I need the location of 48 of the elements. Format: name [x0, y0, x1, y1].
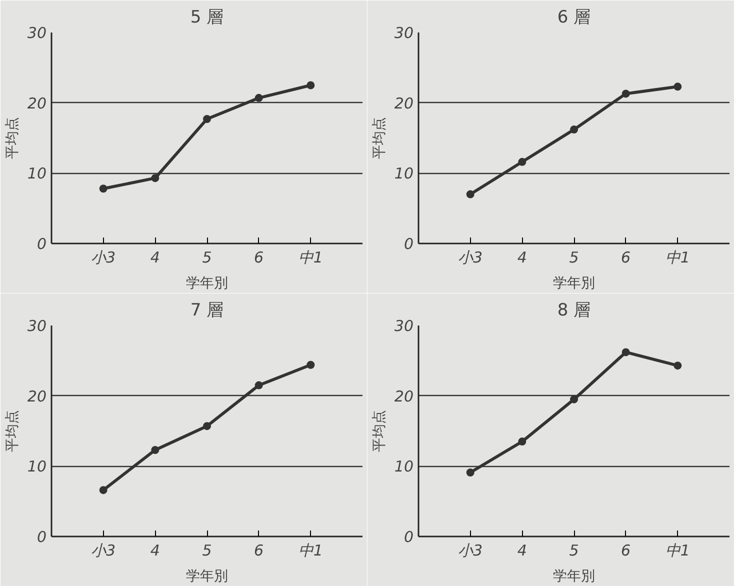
chart-title: 8 層: [557, 300, 591, 320]
x-tick-label: 小3: [458, 542, 483, 560]
x-tick-label: 5: [569, 248, 579, 266]
y-tick-label: 0: [36, 528, 47, 546]
y-tick-label: 30: [394, 24, 414, 42]
x-tick-label: 6: [621, 542, 631, 560]
x-tick-label: 6: [621, 248, 631, 266]
y-tick-label: 0: [36, 235, 47, 253]
x-tick-label: 中1: [298, 248, 323, 266]
x-axis-title: 学年別: [553, 274, 595, 290]
x-tick-label: 5: [202, 248, 212, 266]
x-tick-label: 4: [517, 248, 527, 266]
y-tick-label: 10: [394, 458, 414, 476]
x-tick-label: 4: [517, 542, 527, 560]
x-tick-label: 中1: [665, 248, 690, 266]
x-tick-label: 小3: [91, 542, 116, 560]
x-axis-title: 学年別: [186, 568, 228, 584]
y-tick-label: 10: [27, 164, 47, 183]
y-tick-label: 20: [27, 387, 47, 406]
y-axis-title: 平均点: [370, 410, 386, 452]
chart-title: 6 層: [557, 8, 591, 28]
y-axis-title: 平均点: [3, 117, 20, 159]
chart-title: 7 層: [190, 300, 224, 320]
y-tick-label: 10: [394, 164, 414, 183]
y-tick-label: 30: [394, 317, 414, 335]
x-tick-label: 中1: [665, 542, 690, 560]
y-tick-label: 20: [27, 94, 47, 112]
x-tick-label: 中1: [298, 542, 323, 560]
y-axis-title: 平均点: [3, 410, 20, 452]
x-tick-label: 6: [254, 542, 264, 560]
x-tick-label: 4: [150, 248, 160, 266]
y-tick-label: 30: [27, 317, 47, 335]
y-tick-label: 20: [394, 94, 414, 112]
x-tick-label: 6: [254, 248, 264, 266]
x-axis-title: 学年別: [553, 568, 595, 584]
y-tick-label: 20: [394, 387, 414, 406]
x-tick-label: 4: [150, 542, 160, 560]
y-tick-label: 30: [27, 24, 47, 42]
x-axis-title: 学年別: [186, 274, 228, 290]
x-tick-label: 小3: [91, 248, 116, 266]
y-tick-label: 0: [404, 235, 414, 253]
y-tick-label: 0: [404, 528, 414, 546]
y-axis-title: 平均点: [370, 117, 386, 159]
x-tick-label: 5: [202, 542, 212, 560]
x-tick-label: 小3: [458, 248, 483, 266]
y-tick-label: 10: [27, 458, 47, 476]
x-tick-label: 5: [569, 542, 579, 560]
chart-title: 5 層: [190, 8, 224, 28]
